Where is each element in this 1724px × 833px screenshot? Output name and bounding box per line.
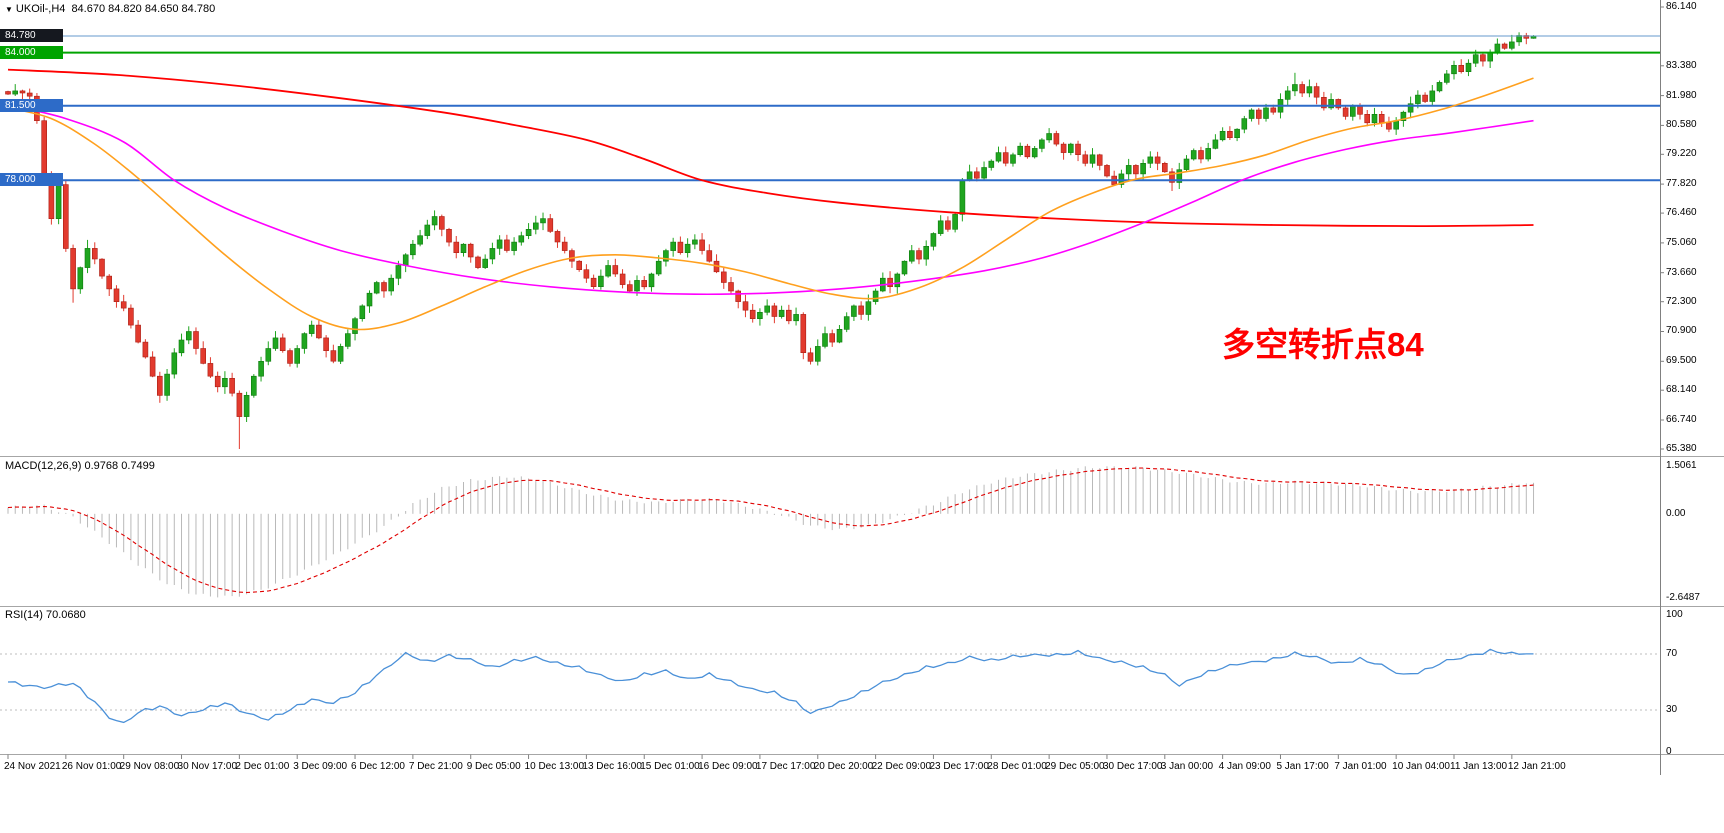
- macd-signal-line: [7, 467, 1534, 594]
- macd-histogram: [7, 466, 1535, 598]
- ma-magenta: [7, 103, 1534, 296]
- horizontal-lines-group[interactable]: [0, 35, 1660, 182]
- ma-red: [7, 68, 1534, 228]
- candles-group: [5, 32, 1537, 449]
- ma-orange: [7, 77, 1534, 331]
- rsi-line: [7, 648, 1534, 724]
